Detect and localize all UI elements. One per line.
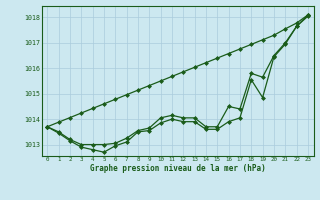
- X-axis label: Graphe pression niveau de la mer (hPa): Graphe pression niveau de la mer (hPa): [90, 164, 266, 173]
